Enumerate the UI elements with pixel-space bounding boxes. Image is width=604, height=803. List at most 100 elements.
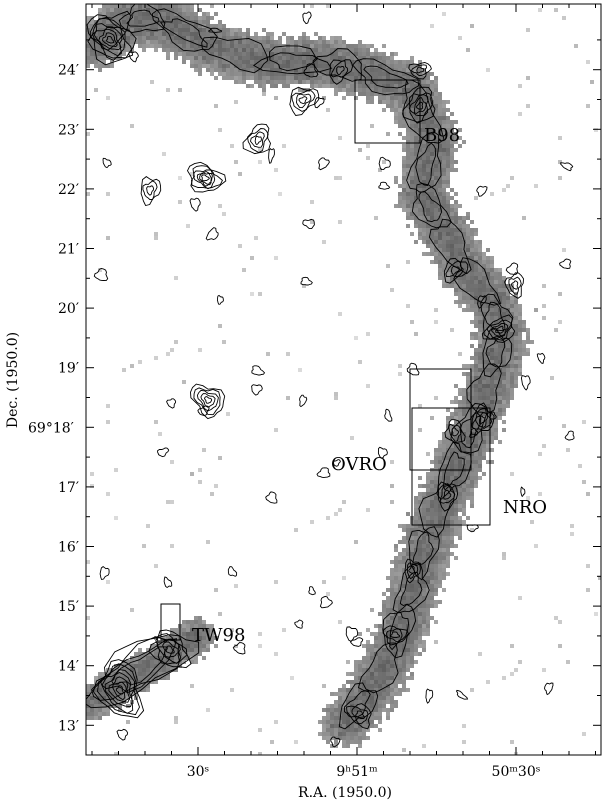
emission-pixel xyxy=(110,700,114,704)
emission-pixel xyxy=(370,664,374,668)
emission-pixel xyxy=(514,668,518,672)
emission-pixel xyxy=(442,124,446,128)
emission-pixel xyxy=(410,584,414,588)
emission-pixel xyxy=(450,536,454,540)
emission-pixel xyxy=(154,356,158,360)
emission-pixel xyxy=(130,4,134,8)
emission-pixel xyxy=(266,64,270,68)
emission-pixel xyxy=(466,268,470,272)
emission-pixel xyxy=(446,232,450,236)
emission-pixel xyxy=(446,172,450,176)
contour-line xyxy=(477,295,487,309)
emission-pixel xyxy=(162,656,166,660)
emission-pixel xyxy=(150,8,154,12)
emission-pixel xyxy=(206,628,210,632)
emission-pixel xyxy=(458,392,462,396)
emission-pixel xyxy=(418,556,422,560)
contour-line xyxy=(482,327,513,378)
emission-pixel xyxy=(98,32,102,36)
emission-pixel xyxy=(510,472,514,476)
emission-pixel xyxy=(418,524,422,528)
emission-pixel xyxy=(382,60,386,64)
emission-pixel xyxy=(442,284,446,288)
emission-pixel xyxy=(502,360,506,364)
emission-pixel xyxy=(434,604,438,608)
emission-pixel xyxy=(478,436,482,440)
emission-pixel xyxy=(434,136,438,140)
emission-pixel xyxy=(470,228,474,232)
emission-pixel xyxy=(446,116,450,120)
emission-pixel xyxy=(458,276,462,280)
emission-pixel xyxy=(454,204,458,208)
emission-pixel xyxy=(446,548,450,552)
emission-pixel xyxy=(426,488,430,492)
emission-pixel xyxy=(190,652,194,656)
emission-pixel xyxy=(178,176,182,180)
contour-line xyxy=(250,131,265,148)
emission-pixel xyxy=(422,556,426,560)
emission-pixel xyxy=(458,236,462,240)
emission-pixel xyxy=(182,624,186,628)
emission-pixel xyxy=(398,580,402,584)
emission-pixel xyxy=(178,656,182,660)
emission-pixel xyxy=(414,332,418,336)
emission-pixel xyxy=(206,12,210,16)
emission-pixel xyxy=(410,320,414,324)
emission-pixel xyxy=(410,148,414,152)
emission-pixel xyxy=(490,364,494,368)
emission-pixel xyxy=(122,48,126,52)
emission-pixel xyxy=(454,256,458,260)
emission-pixel xyxy=(462,472,466,476)
contour-line xyxy=(415,142,437,187)
emission-pixel xyxy=(514,364,518,368)
emission-pixel xyxy=(174,668,178,672)
emission-pixel xyxy=(126,32,130,36)
emission-pixel xyxy=(270,32,274,36)
emission-pixel xyxy=(310,56,314,60)
emission-pixel xyxy=(470,456,474,460)
emission-pixel xyxy=(422,624,426,628)
emission-pixel xyxy=(386,612,390,616)
emission-pixel xyxy=(450,512,454,516)
emission-pixel xyxy=(406,144,410,148)
emission-pixel xyxy=(154,44,158,48)
emission-pixel xyxy=(442,436,446,440)
emission-pixel xyxy=(414,172,418,176)
emission-pixel xyxy=(394,628,398,632)
emission-pixel xyxy=(418,588,422,592)
emission-pixel xyxy=(390,680,394,684)
emission-pixel xyxy=(326,68,330,72)
emission-pixel xyxy=(526,348,530,352)
emission-pixel xyxy=(338,620,342,624)
emission-pixel xyxy=(110,688,114,692)
emission-pixel xyxy=(198,640,202,644)
emission-pixel xyxy=(418,548,422,552)
emission-pixel xyxy=(302,32,306,36)
emission-pixel xyxy=(410,152,414,156)
contour-line xyxy=(412,531,434,567)
emission-pixel xyxy=(458,128,462,132)
emission-pixel xyxy=(454,400,458,404)
emission-pixel xyxy=(426,620,430,624)
emission-pixel xyxy=(426,560,430,564)
emission-pixel xyxy=(362,64,366,68)
emission-pixel xyxy=(110,676,114,680)
emission-pixel xyxy=(350,76,354,80)
emission-pixel xyxy=(454,456,458,460)
emission-pixel xyxy=(406,108,410,112)
emission-pixel xyxy=(490,416,494,420)
emission-pixel xyxy=(334,72,338,76)
emission-pixel xyxy=(438,576,442,580)
emission-pixel xyxy=(402,548,406,552)
emission-pixel xyxy=(86,16,90,20)
emission-pixel xyxy=(370,84,374,88)
emission-pixel xyxy=(210,36,214,40)
emission-pixel xyxy=(318,76,322,80)
emission-pixel xyxy=(270,64,274,68)
emission-pixel xyxy=(190,656,194,660)
emission-pixel xyxy=(438,92,442,96)
emission-pixel xyxy=(418,584,422,588)
emission-pixel xyxy=(374,704,378,708)
emission-pixel xyxy=(486,420,490,424)
emission-pixel xyxy=(154,668,158,672)
